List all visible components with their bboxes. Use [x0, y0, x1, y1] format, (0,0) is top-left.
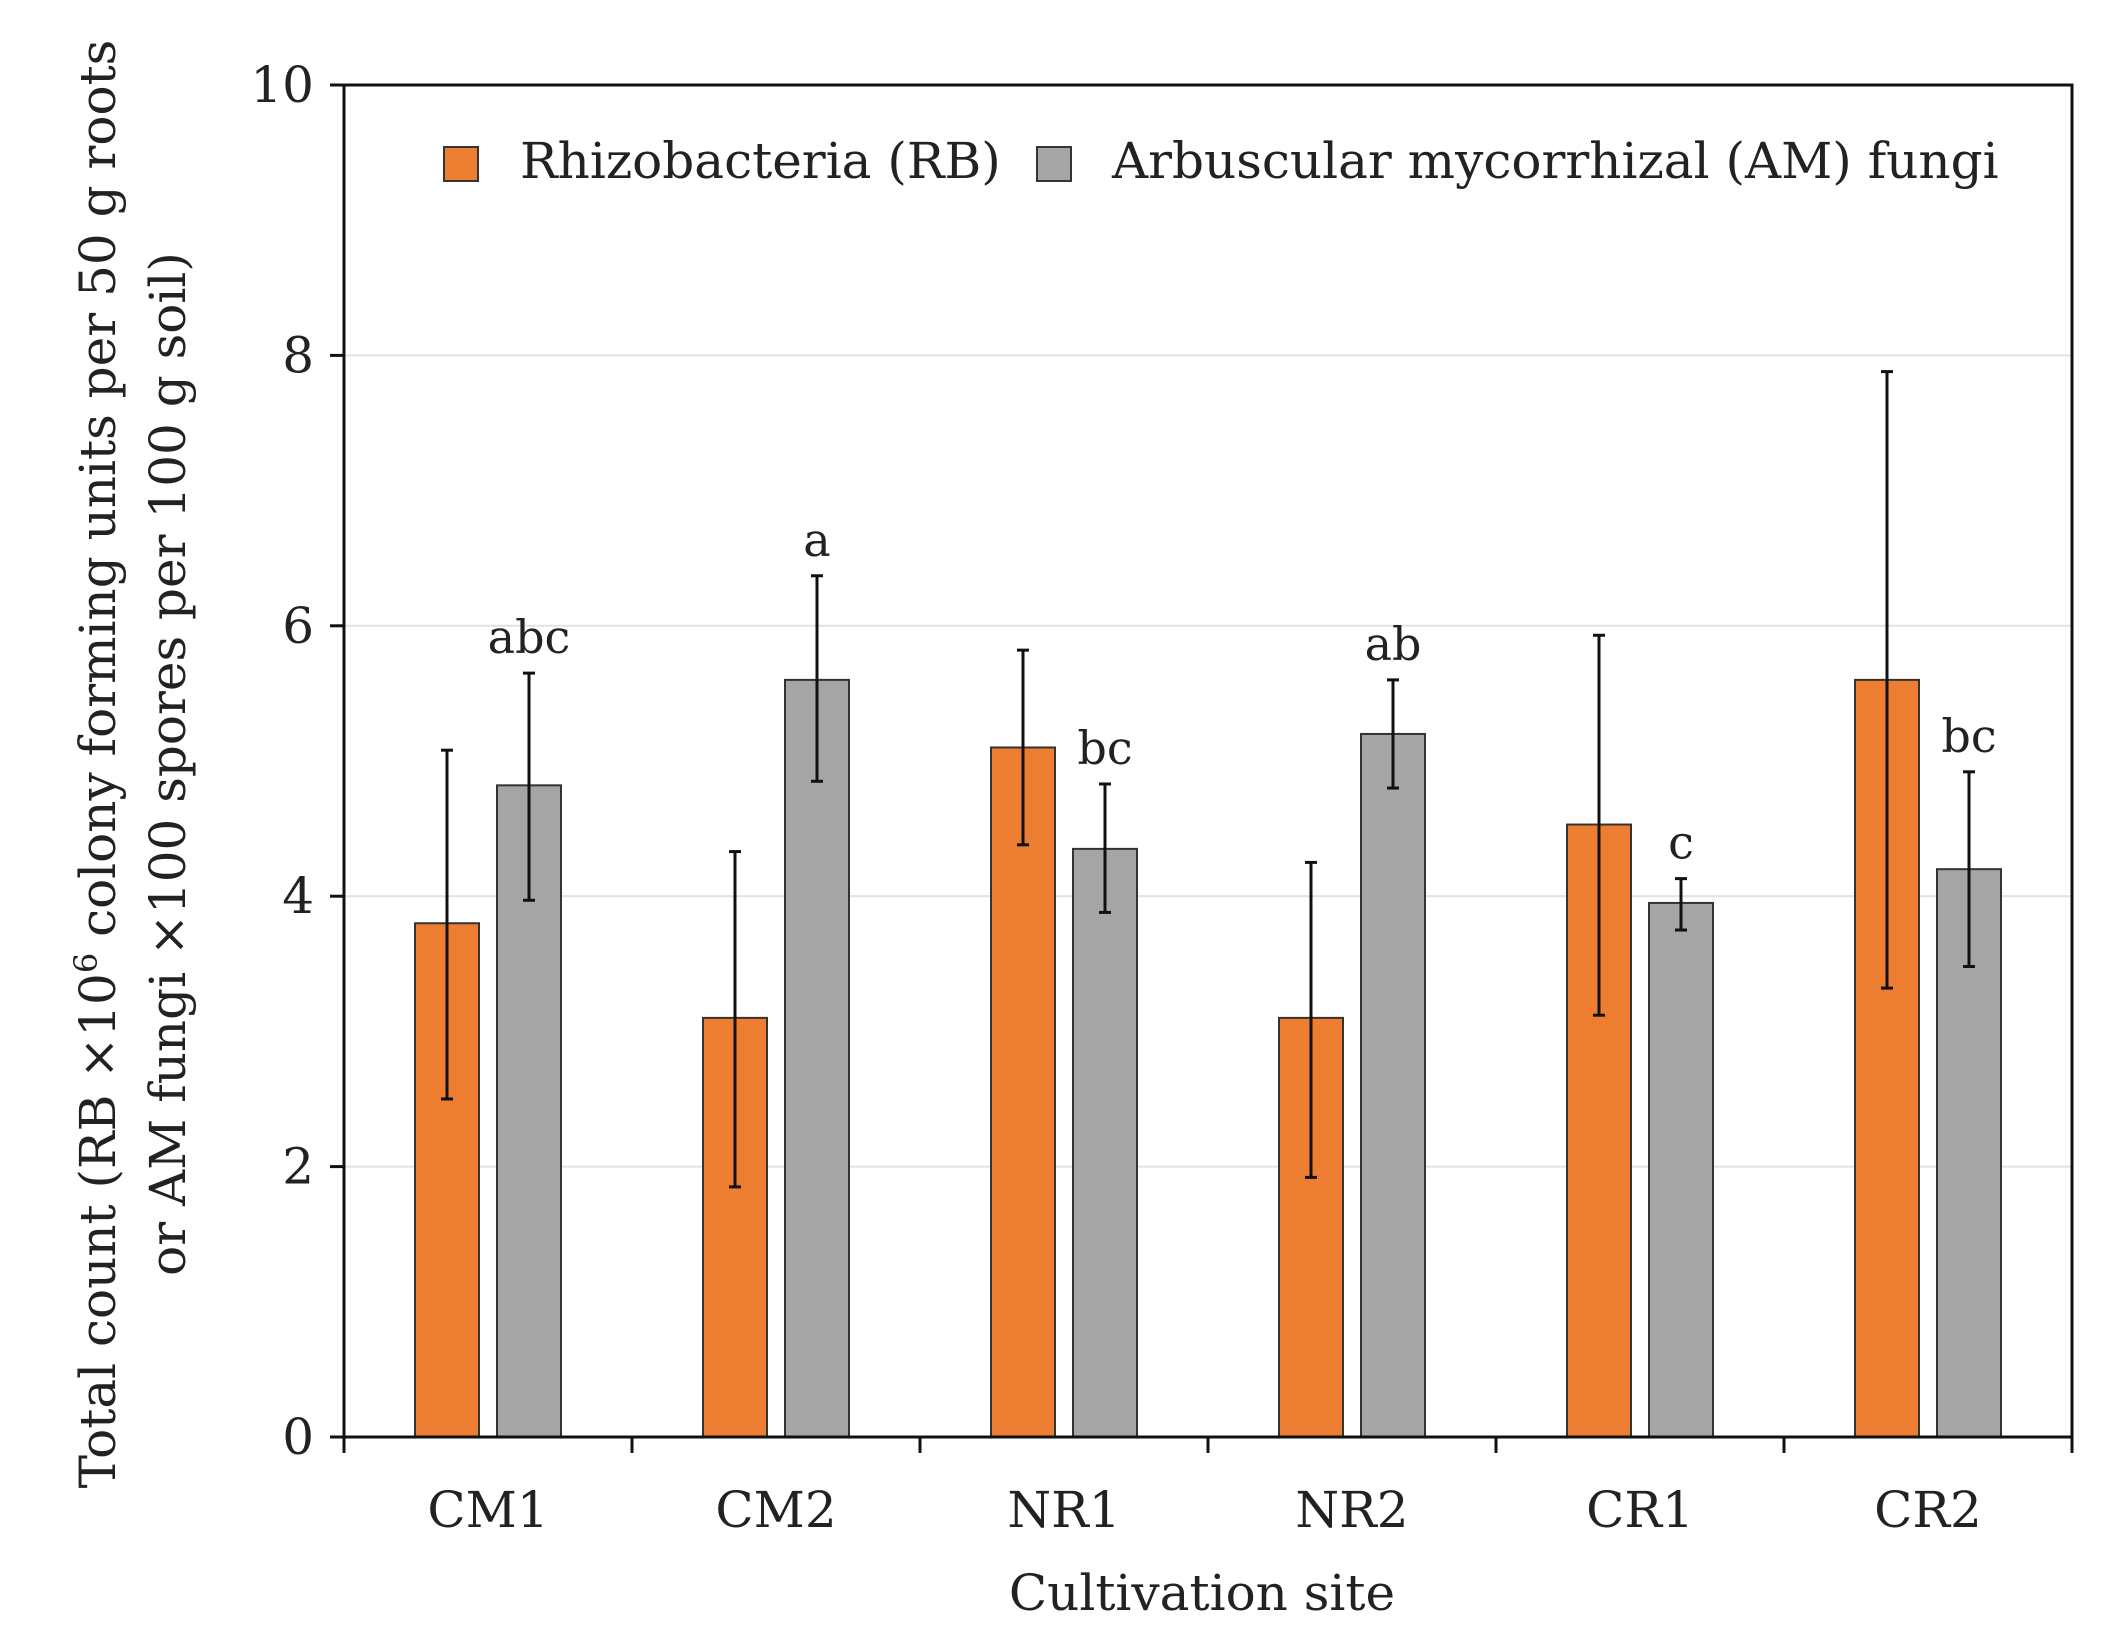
legend-label-am: Arbuscular mycorrhizal (AM) fungi	[1111, 132, 1999, 190]
y-tick-label: 10	[250, 56, 314, 114]
x-tick-label: CR1	[1586, 1481, 1694, 1539]
x-tick-label: CM1	[427, 1481, 548, 1539]
x-tick-label: NR2	[1295, 1481, 1408, 1539]
significance-label: bc	[1941, 709, 1996, 763]
bar-am	[1360, 732, 1426, 1438]
y-axis-ticks: 0 2 4 6 8 10	[250, 56, 344, 1466]
y-axis-title: Total count (RB ×106 colony forming unit…	[67, 40, 127, 1489]
x-tick-label: CR2	[1874, 1481, 1982, 1539]
x-tick-label: NR1	[1007, 1481, 1120, 1539]
significance-label: c	[1668, 816, 1694, 870]
significance-label: a	[803, 513, 830, 567]
bars	[414, 678, 2002, 1438]
y-axis-title-line1-start: Total count (RB ×10	[69, 973, 127, 1488]
bar-am	[1072, 847, 1138, 1438]
legend: Rhizobacteria (RB) Arbuscular mycorrhiza…	[443, 132, 1999, 190]
gridlines	[344, 354, 2072, 1168]
bar-am	[784, 678, 850, 1438]
significance-label: bc	[1077, 721, 1132, 775]
legend-label-rb: Rhizobacteria (RB)	[520, 132, 1001, 190]
y-axis-title-line1-end: colony forming units per 50 g roots	[69, 40, 127, 953]
x-axis-ticks: CM1 CM2 NR1 NR2 CR1 CR2	[342, 1437, 2074, 1539]
y-axis-title-line2: or AM fungi ×100 spores per 100 g soil)	[139, 252, 197, 1276]
legend-swatch-rb	[443, 146, 479, 182]
significance-label: abc	[488, 610, 571, 664]
x-axis-title: Cultivation site	[1009, 1564, 1395, 1622]
bar-rb	[990, 746, 1056, 1438]
bar-am	[1648, 901, 1714, 1438]
y-axis-title-superscript: 6	[67, 953, 105, 973]
y-tick-label: 2	[282, 1138, 314, 1196]
y-tick-label: 0	[282, 1408, 314, 1466]
legend-swatch-am	[1036, 146, 1072, 182]
significance-label: ab	[1365, 617, 1422, 671]
error-bars	[441, 370, 1975, 1189]
y-tick-label: 4	[282, 867, 314, 925]
y-tick-label: 6	[282, 597, 314, 655]
plot-frame	[342, 83, 2074, 1439]
y-tick-label: 8	[282, 326, 314, 384]
x-tick-label: CM2	[715, 1481, 836, 1539]
